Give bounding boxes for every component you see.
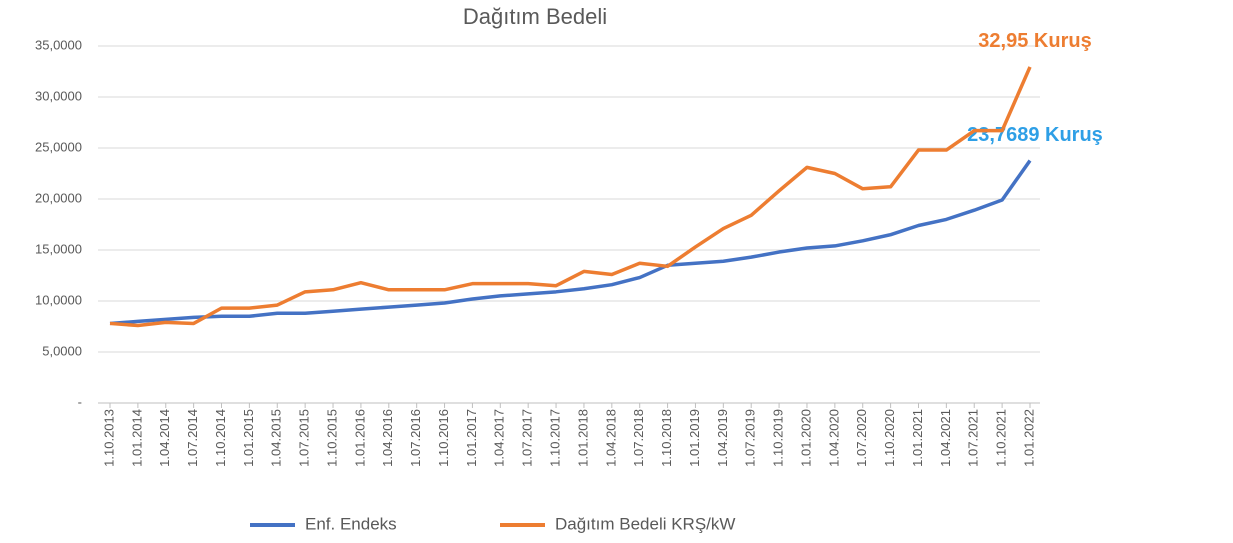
data-label: 23,7689 Kuruş [967, 124, 1103, 146]
x-tick-label: 1.07.2014 [185, 409, 200, 467]
y-tick-label: 15,0000 [35, 241, 82, 256]
line-series [109, 66, 1032, 328]
x-tick-label: 1.04.2014 [157, 409, 172, 467]
y-tick-label: 20,0000 [35, 190, 82, 205]
y-tick-label: 30,0000 [35, 88, 82, 103]
x-tick-label: 1.10.2016 [436, 409, 451, 467]
x-tick-label: 1.01.2016 [352, 409, 367, 467]
x-tick-label: 1.04.2018 [603, 409, 618, 467]
x-tick-label: 1.10.2021 [994, 409, 1009, 467]
y-tick-label: 10,0000 [35, 292, 82, 307]
x-tick-label: 1.01.2022 [1021, 409, 1036, 467]
x-tick-label: 1.04.2016 [380, 409, 395, 467]
x-tick-label: 1.10.2018 [659, 409, 674, 467]
x-tick-label: 1.07.2021 [966, 409, 981, 467]
x-tick-label: 1.07.2020 [854, 409, 869, 467]
chart-title: Dağıtım Bedeli [463, 4, 607, 29]
x-tick-label: 1.07.2015 [297, 409, 312, 467]
x-tick-label: 1.01.2014 [129, 409, 144, 467]
x-tick-label: 1.01.2020 [798, 409, 813, 467]
x-tick-label: 1.04.2020 [826, 409, 841, 467]
x-tick-label: 1.07.2018 [631, 409, 646, 467]
x-tick-label: 1.10.2013 [101, 409, 116, 467]
x-tick-label: 1.10.2017 [547, 409, 562, 467]
y-tick-label: 35,0000 [35, 37, 82, 52]
x-tick-label: 1.07.2019 [743, 409, 758, 467]
y-tick-label: 5,0000 [42, 343, 82, 358]
x-tick-label: 1.01.2015 [241, 409, 256, 467]
y-tick-label: - [78, 394, 82, 409]
x-tick-label: 1.04.2015 [269, 409, 284, 467]
x-tick-label: 1.10.2015 [324, 409, 339, 467]
line-series [109, 159, 1032, 326]
x-tick-label: 1.01.2021 [910, 409, 925, 467]
data-label: 32,95 Kuruş [978, 30, 1091, 52]
x-tick-label: 1.04.2021 [938, 409, 953, 467]
legend-label: Dağıtım Bedeli KRŞ/kW [555, 514, 735, 533]
x-tick-label: 1.04.2019 [715, 409, 730, 467]
x-tick-label: 1.07.2016 [408, 409, 423, 467]
y-tick-label: 25,0000 [35, 139, 82, 154]
x-tick-label: 1.10.2020 [882, 409, 897, 467]
x-tick-label: 1.01.2017 [464, 409, 479, 467]
x-tick-label: 1.04.2017 [492, 409, 507, 467]
x-tick-label: 1.01.2018 [575, 409, 590, 467]
x-tick-label: 1.10.2014 [213, 409, 228, 467]
legend-label: Enf. Endeks [305, 514, 397, 533]
x-tick-label: 1.10.2019 [771, 409, 786, 467]
x-tick-label: 1.01.2019 [687, 409, 702, 467]
x-tick-label: 1.07.2017 [520, 409, 535, 467]
